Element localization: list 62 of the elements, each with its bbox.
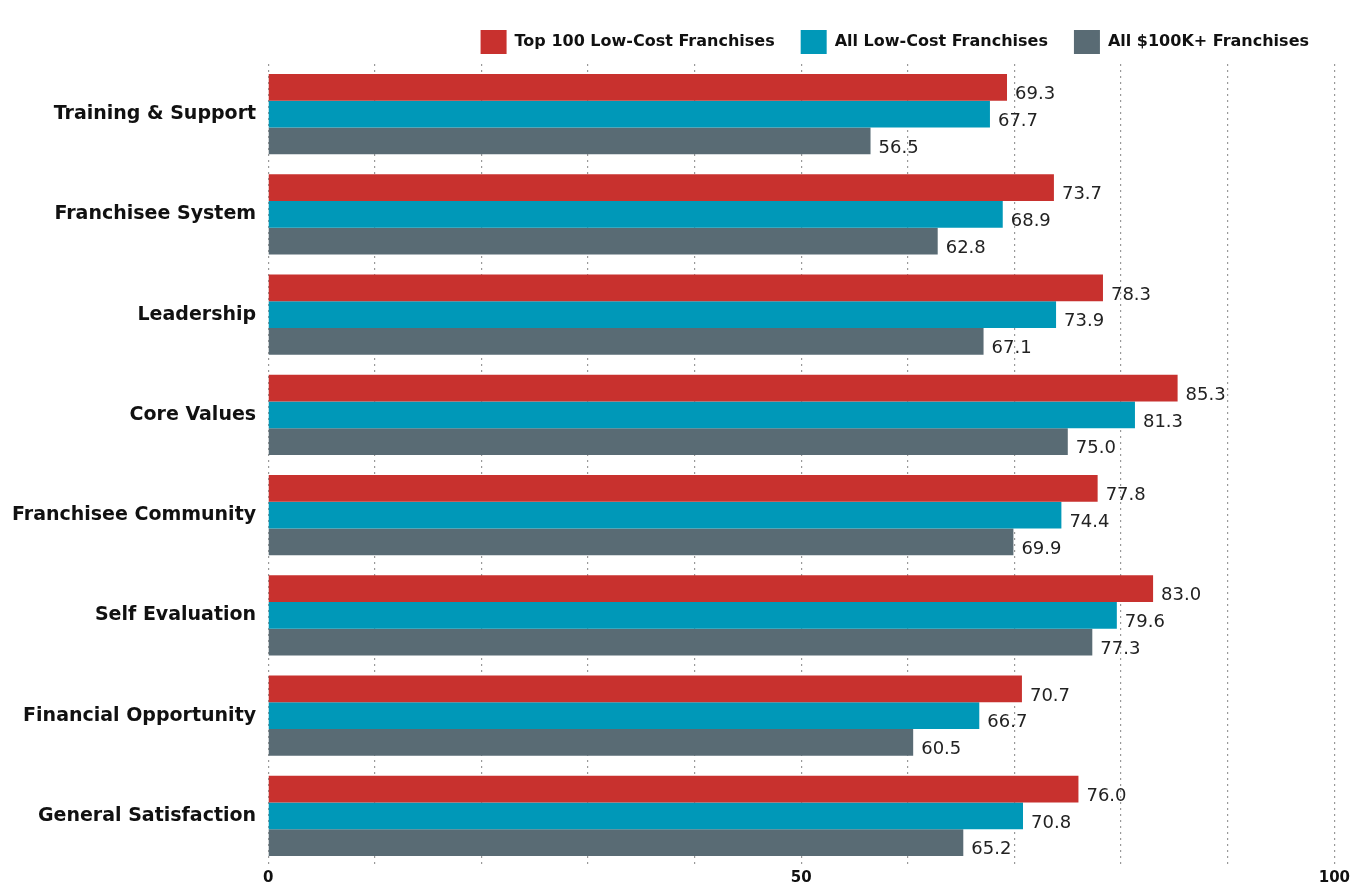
x-tick-label: 100: [1318, 867, 1350, 886]
bar: [268, 675, 1022, 703]
bar: [268, 401, 1135, 429]
y-tick-label: General Satisfaction: [37, 802, 257, 825]
data-label: 73.7: [1061, 182, 1102, 204]
data-label: 85.3: [1185, 382, 1226, 404]
x-tick-label: 0: [262, 867, 274, 886]
data-label: 56.5: [878, 135, 919, 157]
bar: [268, 475, 1098, 502]
legend-label: All $100K+ Franchises: [1107, 31, 1310, 51]
y-tick-label: Training & Support: [53, 101, 257, 124]
bar: [268, 227, 938, 255]
bar: [268, 127, 871, 155]
bar: [268, 728, 914, 756]
data-label: 60.5: [921, 737, 962, 759]
bar: [268, 201, 1003, 228]
bar: [268, 428, 1068, 455]
data-label: 68.9: [1010, 209, 1051, 231]
bar: [268, 702, 980, 729]
data-label: 67.1: [991, 336, 1032, 358]
bar: [268, 174, 1054, 202]
data-label: 62.8: [945, 235, 986, 257]
data-label: 70.8: [1031, 810, 1072, 832]
data-label: 65.2: [971, 837, 1012, 859]
y-tick-label: Franchisee Community: [12, 502, 257, 525]
y-tick-label: Franchisee System: [54, 201, 257, 224]
bar: [268, 528, 1014, 556]
bar: [268, 775, 1079, 803]
data-label: 73.9: [1064, 309, 1105, 331]
bar: [268, 274, 1103, 302]
bar: [268, 74, 1008, 101]
bar: [268, 374, 1178, 402]
bar: [268, 501, 1062, 529]
legend-label: Top 100 Low-Cost Franchises: [514, 31, 775, 51]
data-label: 75.0: [1075, 436, 1116, 458]
bar: [268, 575, 1154, 603]
y-tick-label: Financial Opportunity: [23, 702, 257, 725]
y-tick-label: Self Evaluation: [94, 602, 257, 625]
data-label: 74.4: [1069, 509, 1110, 531]
data-label: 77.3: [1100, 636, 1141, 658]
bar: [268, 602, 1117, 629]
y-tick-label: Core Values: [129, 401, 257, 424]
legend-label: All Low-Cost Franchises: [834, 31, 1048, 51]
bar: [268, 829, 964, 856]
bar: [268, 802, 1023, 830]
x-tick-label: 50: [790, 867, 812, 886]
data-label: 77.8: [1105, 483, 1146, 505]
data-label: 81.3: [1142, 409, 1184, 431]
data-label: 67.7: [997, 108, 1039, 130]
data-label: 83.0: [1161, 583, 1202, 605]
bar: [268, 100, 990, 128]
data-label: 78.3: [1110, 282, 1152, 304]
data-label: 69.3: [1015, 82, 1056, 104]
data-label: 66.7: [987, 710, 1028, 732]
data-label: 70.7: [1029, 683, 1071, 705]
y-tick-label: Leadership: [137, 301, 257, 324]
data-label: 76.0: [1086, 783, 1127, 805]
bar: [268, 327, 984, 355]
bar: [268, 628, 1093, 656]
data-label: 79.6: [1124, 610, 1165, 632]
bar: [268, 301, 1057, 328]
data-label: 69.9: [1021, 536, 1062, 558]
